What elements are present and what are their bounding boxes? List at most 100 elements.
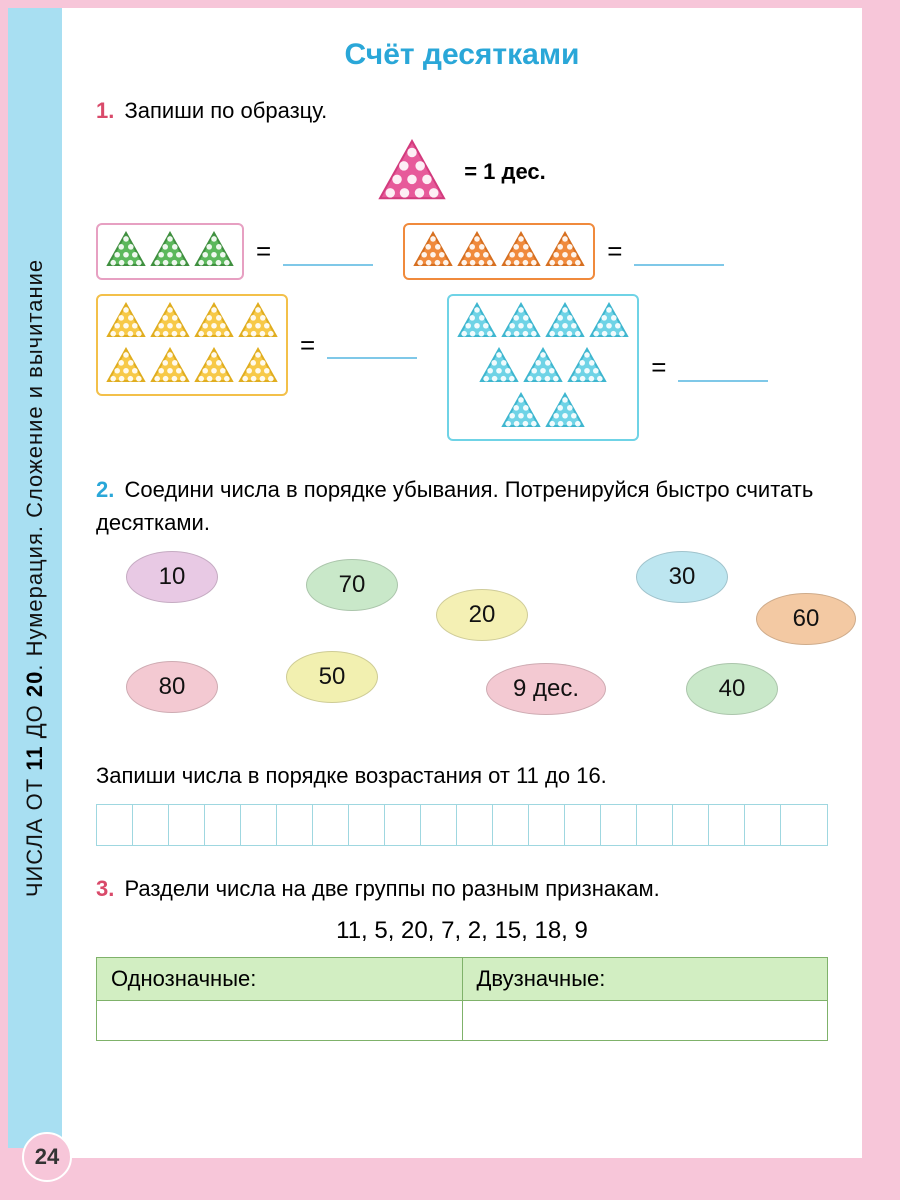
grid-cell[interactable] [529,805,565,845]
grid-cell[interactable] [97,805,133,845]
sidebar-prefix: ЧИСЛА ОТ [22,771,47,898]
grid-cell[interactable] [133,805,169,845]
triangle-box-green [96,223,244,280]
equals-sign: = [607,236,622,267]
triangle-icon [106,347,146,388]
number-oval[interactable]: 9 дес. [486,663,606,715]
ex1-example: = 1 дес. [96,139,828,205]
ex1-cyan-eq: = [447,294,768,441]
ex1-num: 1. [96,98,114,123]
triangle-icon [523,347,563,388]
triangle-icon [194,231,234,272]
exercise-1: 1. Запиши по образцу. [96,94,828,127]
page-outer: ЧИСЛА ОТ 11 ДО 20. Нумерация. Сложение и… [0,0,900,1200]
grid-cell[interactable] [241,805,277,845]
exercise-3: 3. Раздели числа на две группы по разным… [96,872,828,905]
triangle-icon [194,302,234,343]
writing-grid[interactable] [96,804,828,846]
grid-cell[interactable] [673,805,709,845]
ex1-row-b: = = [96,294,828,455]
grid-cell[interactable] [421,805,457,845]
triangle-icon [150,347,190,388]
triangle-icon [106,231,146,272]
grid-cell[interactable] [169,805,205,845]
grid-cell[interactable] [349,805,385,845]
page-content: Счёт десятками 1. Запиши по образцу. = 1… [62,8,862,1158]
ex1-row-a: = = [96,223,828,294]
triangle-box-yellow [96,294,288,396]
triangle-icon [457,231,497,272]
ex1-yellow-eq: = [96,294,417,396]
number-oval[interactable]: 50 [286,651,378,703]
sidebar: ЧИСЛА ОТ 11 ДО 20. Нумерация. Сложение и… [8,8,62,1148]
triangle-icon [413,231,453,272]
ex2-subtext: Запиши числа в порядке возрастания от 11… [96,759,828,792]
grid-cell[interactable] [385,805,421,845]
ex1-green-eq: = [96,223,373,280]
answer-blank[interactable] [283,238,373,266]
triangle-icon [501,302,541,343]
equals-sign: = [256,236,271,267]
grid-cell[interactable] [709,805,745,845]
answer-blank[interactable] [634,238,724,266]
ex3-num: 3. [96,876,114,901]
triangle-icon [238,347,278,388]
ex1-example-label: = 1 дес. [464,159,546,185]
answer-blank[interactable] [327,331,417,359]
sidebar-mid: ДО [22,697,47,745]
answer-blank[interactable] [678,354,768,382]
sidebar-suffix: . Нумерация. Сложение и вычитание [22,259,47,671]
triangle-icon [150,231,190,272]
triangle-icon [479,347,519,388]
grid-cell[interactable] [277,805,313,845]
grid-cell[interactable] [565,805,601,845]
ex1-orange-eq: = [403,223,724,280]
exercise-2: 2. Соедини числа в порядке убывания. Пот… [96,473,828,539]
page-title: Счёт десятками [96,38,828,72]
ex2-num: 2. [96,477,114,502]
triangle-icon [194,347,234,388]
ex1-text: Запиши по образцу. [124,98,327,123]
grid-cell[interactable] [745,805,781,845]
ex3-text: Раздели числа на две группы по разным пр… [124,876,659,901]
sidebar-label: ЧИСЛА ОТ 11 ДО 20. Нумерация. Сложение и… [22,259,48,897]
ex2-text: Соедини числа в порядке убывания. Потрен… [96,477,813,535]
ex3-numbers: 11, 5, 20, 7, 2, 15, 18, 9 [96,917,828,945]
ex3-col1-cell[interactable] [97,1001,463,1041]
grid-cell[interactable] [601,805,637,845]
equals-sign: = [300,330,315,361]
triangle-icon [545,392,585,433]
number-oval[interactable]: 40 [686,663,778,715]
triangle-box-orange [403,223,595,280]
grid-cell[interactable] [205,805,241,845]
triangle-box-cyan [447,294,639,441]
number-oval[interactable]: 10 [126,551,218,603]
triangle-icon [501,392,541,433]
grid-cell[interactable] [313,805,349,845]
triangle-icon [545,231,585,272]
number-oval[interactable]: 30 [636,551,728,603]
triangle-icon [457,302,497,343]
number-oval[interactable]: 60 [756,593,856,645]
ex3-col2-header: Двузначные: [462,958,828,1001]
example-triangle-icon [378,139,446,205]
triangle-icon [545,302,585,343]
triangle-icon [238,302,278,343]
number-oval[interactable]: 80 [126,661,218,713]
sidebar-b2: 20 [22,671,47,697]
ex3-col2-cell[interactable] [462,1001,828,1041]
number-oval[interactable]: 20 [436,589,528,641]
ex3-table: Однозначные: Двузначные: [96,957,828,1041]
number-oval[interactable]: 70 [306,559,398,611]
triangle-icon [150,302,190,343]
grid-cell[interactable] [457,805,493,845]
sidebar-b1: 11 [22,745,47,770]
triangle-icon [589,302,629,343]
triangle-icon [567,347,607,388]
grid-cell[interactable] [781,805,817,845]
grid-cell[interactable] [637,805,673,845]
triangle-icon [501,231,541,272]
grid-cell[interactable] [493,805,529,845]
equals-sign: = [651,352,666,383]
triangle-icon [106,302,146,343]
